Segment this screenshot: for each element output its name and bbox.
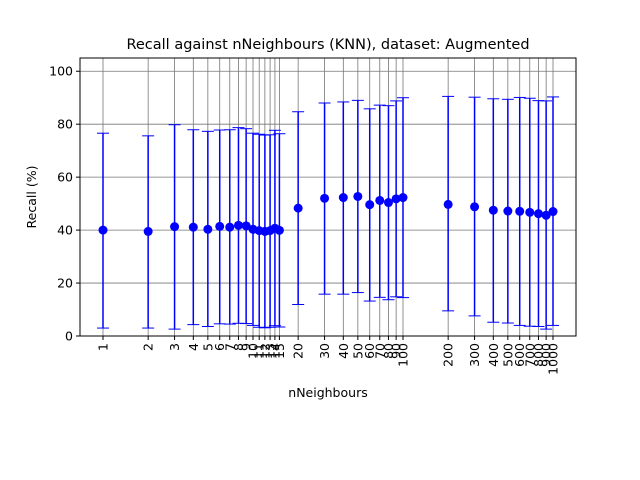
- data-point: [203, 224, 213, 234]
- x-tick-label: 6: [212, 343, 227, 351]
- y-tick-label: 60: [57, 170, 73, 185]
- data-point: [320, 193, 330, 203]
- x-tick-label: 2: [141, 343, 156, 351]
- data-point: [488, 205, 498, 215]
- plot-frame: [79, 57, 577, 337]
- data-point: [293, 203, 303, 213]
- x-tick-label: 13: [263, 343, 278, 359]
- data-point: [515, 206, 525, 216]
- x-tick-label: 40: [336, 343, 351, 359]
- x-tick-label: 15: [272, 343, 287, 359]
- x-tick-label: 300: [467, 343, 482, 367]
- y-axis-label: Recall (%): [24, 166, 39, 229]
- x-tick-label: 400: [486, 343, 501, 367]
- x-tick-label: 100: [396, 343, 411, 367]
- x-tick-label: 200: [441, 343, 456, 367]
- y-tick-label: 0: [65, 329, 73, 344]
- data-point: [375, 195, 385, 205]
- x-tick-label: 7: [222, 343, 237, 351]
- data-point: [274, 225, 284, 235]
- data-point: [443, 199, 453, 209]
- data-point: [188, 222, 198, 232]
- x-tick-label: 1: [96, 343, 111, 351]
- x-tick-label: 90: [389, 343, 404, 359]
- data-point: [98, 225, 108, 235]
- x-tick-label: 50: [350, 343, 365, 359]
- data-point: [233, 220, 243, 230]
- x-tick-label: 12: [257, 343, 272, 359]
- data-point: [548, 207, 558, 217]
- y-tick-label: 20: [57, 276, 73, 291]
- y-tick-label: 80: [57, 117, 73, 132]
- data-point: [533, 209, 543, 219]
- x-tick-label: 900: [539, 343, 554, 367]
- data-point: [353, 191, 363, 201]
- data-point: [143, 226, 153, 236]
- x-tick-label: 20: [291, 343, 306, 359]
- x-tick-label: 5: [200, 343, 215, 351]
- x-tick-label: 70: [372, 343, 387, 359]
- data-point: [503, 206, 513, 216]
- data-point: [215, 221, 225, 231]
- data-point: [541, 210, 551, 220]
- x-tick-label: 30: [317, 343, 332, 359]
- x-tick-label: 3: [167, 343, 182, 351]
- x-tick-label: 600: [512, 343, 527, 367]
- x-axis-label: nNeighbours: [288, 385, 367, 400]
- x-tick-label: 8: [231, 343, 246, 351]
- y-tick-label: 100: [49, 64, 73, 79]
- data-point: [338, 193, 348, 203]
- data-points: [97, 95, 559, 330]
- x-tick-label: 700: [522, 343, 537, 367]
- data-point: [383, 198, 393, 208]
- y-tick-label: 40: [57, 223, 73, 238]
- data-point: [470, 202, 480, 212]
- data-point: [525, 207, 535, 217]
- x-tick-label: 1000: [546, 343, 561, 375]
- x-tick-label: 80: [381, 343, 396, 359]
- x-tick-label: 14: [267, 343, 282, 359]
- data-point: [241, 221, 251, 231]
- x-tick-label: 11: [252, 343, 267, 359]
- x-tick-label: 9: [239, 343, 254, 351]
- data-point: [391, 194, 401, 204]
- data-point: [170, 222, 180, 232]
- x-tick-label: 500: [500, 343, 515, 367]
- x-tick-label: 4: [186, 343, 201, 351]
- x-tick-label: 800: [531, 343, 546, 367]
- x-tick-label: 60: [362, 343, 377, 359]
- chart-title: Recall against nNeighbours (KNN), datase…: [126, 37, 529, 53]
- data-point: [225, 222, 235, 232]
- data-point: [365, 200, 375, 210]
- data-point: [398, 193, 408, 203]
- x-tick-label: 10: [246, 343, 261, 359]
